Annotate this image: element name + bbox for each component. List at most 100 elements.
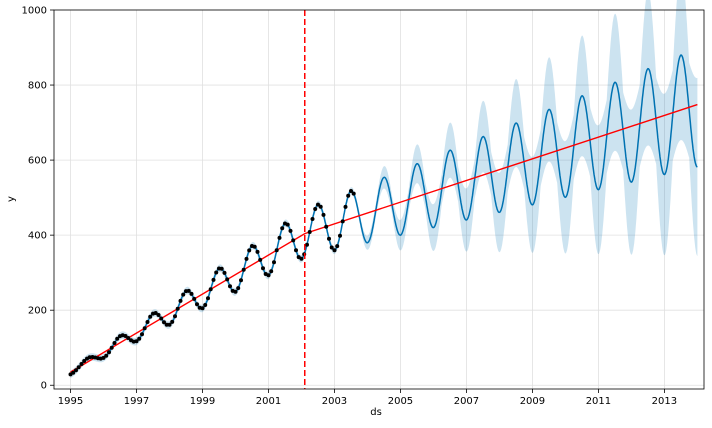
observed-point <box>332 248 337 253</box>
observed-point <box>335 244 340 249</box>
observed-point <box>313 207 318 211</box>
observed-point <box>140 332 144 337</box>
observed-point <box>318 204 323 209</box>
y-tick-label: 0 <box>41 381 47 392</box>
observed-point <box>181 292 186 297</box>
observed-point <box>170 319 175 324</box>
x-tick-label: 1997 <box>124 396 149 407</box>
observed-point <box>274 248 279 253</box>
observed-point <box>178 298 183 303</box>
y-axis-label: y <box>6 196 17 202</box>
y-tick-label: 1000 <box>22 6 47 17</box>
observed-point <box>294 248 298 253</box>
observed-point <box>156 313 161 317</box>
trend-line-group <box>70 103 698 373</box>
x-axis-label: ds <box>370 407 382 418</box>
x-tick-label: 2001 <box>256 396 281 407</box>
observed-point <box>346 193 351 198</box>
trend-line <box>70 103 698 373</box>
observed-point <box>167 322 172 327</box>
observed-point <box>327 236 331 241</box>
observed-point <box>252 244 257 249</box>
observed-point <box>340 219 345 224</box>
observed-point <box>261 266 265 271</box>
observed-point <box>239 278 243 283</box>
observed-point <box>104 353 109 358</box>
observed-point <box>101 355 106 360</box>
observed-point <box>222 270 227 275</box>
observed-point <box>219 266 224 271</box>
observed-point <box>228 284 232 289</box>
observed-point <box>206 296 210 301</box>
observed-point <box>126 336 131 340</box>
observed-point <box>112 341 117 345</box>
observed-point <box>211 277 216 282</box>
y-tick-label: 600 <box>28 156 47 167</box>
x-axis-ticks: 1995 1997 1999 2001 2003 2005 2007 2009 2011 2013 <box>58 389 677 407</box>
y-tick-label: 800 <box>28 81 47 92</box>
x-tick-label: 2011 <box>586 396 611 407</box>
observed-point <box>305 242 309 247</box>
plot-area <box>54 10 704 389</box>
observed-point <box>285 222 290 227</box>
observed-point <box>186 288 191 293</box>
observed-point <box>173 314 177 319</box>
observed-point <box>142 326 147 331</box>
observed-point <box>266 273 271 278</box>
observed-point <box>316 202 320 207</box>
observed-point <box>233 289 238 294</box>
observed-point <box>291 238 296 243</box>
observed-point <box>338 233 342 238</box>
observed-points-group <box>68 189 356 377</box>
observed-point <box>272 260 276 265</box>
observed-point <box>145 320 150 324</box>
x-tick-label: 2003 <box>322 396 347 407</box>
observed-point <box>343 204 348 209</box>
observed-point <box>203 303 208 307</box>
observed-point <box>277 235 282 240</box>
observed-point <box>208 287 213 292</box>
plot-frame <box>53 9 705 390</box>
observed-point <box>74 368 78 373</box>
observed-point <box>115 336 120 341</box>
observed-point <box>71 370 76 375</box>
observed-point <box>175 306 180 311</box>
x-tick-label: 1995 <box>58 396 83 407</box>
x-tick-label: 2007 <box>454 396 479 407</box>
observed-point <box>159 316 164 321</box>
observed-point <box>324 224 329 229</box>
observed-point <box>109 345 114 350</box>
observed-point <box>164 322 169 327</box>
observed-point <box>241 267 246 272</box>
observed-point <box>307 230 312 234</box>
observed-point <box>195 302 199 307</box>
observed-point <box>82 359 87 363</box>
observed-point <box>244 256 249 261</box>
x-tick-label: 2009 <box>520 396 545 407</box>
observed-point <box>258 257 263 262</box>
observed-point <box>162 320 166 325</box>
observed-point <box>225 277 230 282</box>
y-tick-label: 400 <box>28 231 47 242</box>
observed-point <box>329 245 334 250</box>
observed-point <box>236 286 241 291</box>
observed-point <box>288 228 293 233</box>
observed-point <box>280 226 285 231</box>
observed-point <box>148 314 153 319</box>
observed-point <box>214 270 219 275</box>
observed-point <box>351 191 356 196</box>
x-tick-label: 2013 <box>652 396 677 407</box>
observed-point <box>349 189 353 193</box>
observed-point <box>247 248 252 253</box>
observed-point <box>200 306 205 311</box>
x-tick-label: 1999 <box>190 396 215 407</box>
observed-point <box>189 291 194 296</box>
observed-point <box>269 269 274 274</box>
observed-point <box>192 296 197 301</box>
observed-point <box>310 217 315 221</box>
y-axis-ticks: 0 200 400 600 800 1000 <box>22 6 54 392</box>
x-tick-label: 2005 <box>388 396 413 407</box>
y-tick-label: 200 <box>28 306 47 317</box>
